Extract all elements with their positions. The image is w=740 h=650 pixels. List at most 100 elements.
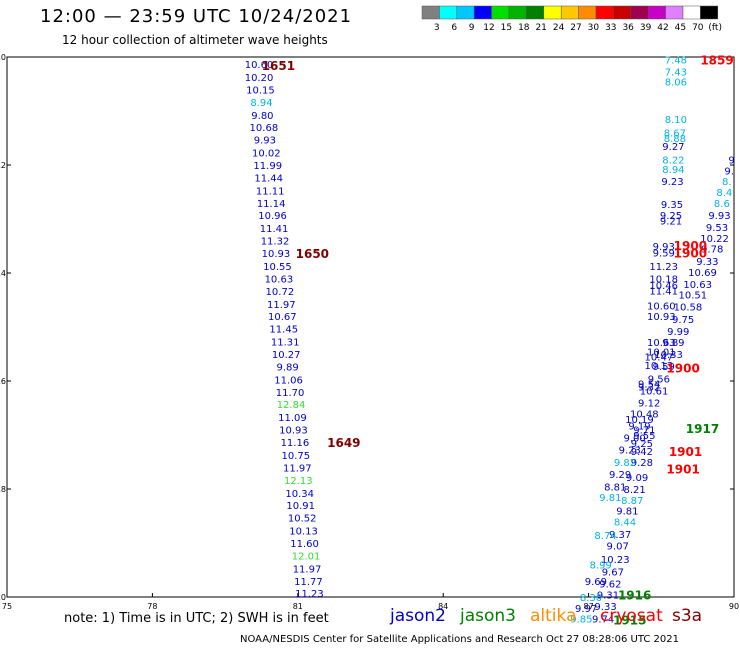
- wave-height-value: 8.94: [662, 165, 684, 176]
- wave-height-value: 8.74: [594, 531, 616, 542]
- wave-height-value: 10.96: [258, 211, 287, 222]
- wave-height-value: 9.32: [638, 382, 660, 393]
- colorbar-label: 3: [434, 23, 440, 33]
- wave-height-value: 8.44: [614, 517, 636, 528]
- wave-height-value: 9.69: [585, 577, 607, 588]
- wave-height-value: 9.81: [616, 507, 638, 518]
- wave-height-value: 10.27: [272, 350, 301, 361]
- wave-height-value: 11.23: [649, 262, 678, 273]
- colorbar-swatch: [665, 5, 684, 20]
- lon-tick-label: 75: [2, 602, 12, 611]
- wave-height-value: 9.09: [626, 473, 648, 484]
- lon-tick-label: 90: [729, 602, 739, 611]
- colorbar-label: 9: [469, 23, 475, 33]
- wave-height-value: 10.72: [266, 287, 295, 298]
- wave-height-value: 9.71: [633, 426, 655, 437]
- wave-height-value: 9.80: [251, 111, 273, 122]
- wave-height-value: 9.75: [672, 315, 694, 326]
- wave-height-value: 9.27: [662, 142, 684, 153]
- wave-height-value: 9.21: [660, 217, 682, 228]
- wave-height-value: 8.88: [664, 134, 686, 145]
- wave-height-value: 9.85: [570, 615, 592, 626]
- wave-height-value: 10.13: [289, 527, 318, 538]
- credit-line: NOAA/NESDIS Center for Satellite Applica…: [240, 634, 679, 645]
- wave-height-value: 9.23: [619, 446, 641, 457]
- lon-tick-label: 87: [584, 602, 594, 611]
- wave-height-value: 11.99: [253, 161, 282, 172]
- wave-height-value: 11.32: [261, 237, 290, 248]
- wave-height-value: 9.93: [708, 211, 730, 222]
- pass-time-label: 1915: [613, 614, 646, 628]
- wave-height-value: 9.74: [592, 615, 614, 626]
- wave-height-value: 12.84: [277, 400, 306, 411]
- wave-height-value: 9.89: [276, 362, 298, 373]
- wave-height-value: 8.10: [665, 115, 687, 126]
- colorbar-label: 21: [535, 23, 546, 33]
- wave-height-value: 10.68: [250, 123, 279, 134]
- colorbar-swatch: [543, 5, 562, 20]
- lat-tick-label: 20: [0, 593, 6, 602]
- wave-height-value: 9.78: [701, 245, 723, 256]
- satellite-legend-cryosat: cryosat: [600, 606, 663, 626]
- wave-height-value: 8.: [722, 177, 732, 188]
- lat-tick-label: 16: [0, 377, 6, 386]
- wave-height-value: 9.07: [607, 542, 629, 553]
- wave-height-value: 11.97: [283, 463, 312, 474]
- wave-height-value: 10.47: [645, 353, 674, 364]
- wave-height-value: 10.67: [268, 312, 297, 323]
- colorbar-label: 39: [640, 23, 652, 33]
- wave-height-value: 9.35: [661, 200, 683, 211]
- wave-height-value: 11.45: [269, 325, 298, 336]
- colorbar-swatch: [526, 5, 545, 20]
- wave-height-value: 9.19: [628, 421, 650, 432]
- pass-time-label: 1901: [669, 445, 702, 459]
- pass-time-label: 1651: [262, 59, 295, 73]
- wave-height-value: 7.48: [665, 56, 687, 67]
- colorbar-label: (ft): [708, 23, 722, 33]
- pass-time-label: 1917: [686, 422, 719, 436]
- wave-height-value: 10.55: [263, 262, 292, 273]
- wave-height-value: 9.99: [667, 327, 689, 338]
- pass-time-label: 1901: [666, 462, 699, 476]
- wave-height-value: 11.31: [271, 338, 300, 349]
- wave-height-value: 11.70: [276, 388, 305, 399]
- wave-height-value: 10.13: [645, 361, 674, 372]
- wave-height-value: 10.93: [647, 312, 676, 323]
- lat-tick-label: 18: [0, 485, 6, 494]
- wave-height-value: 8.6: [714, 199, 730, 210]
- wave-height-value: 8.22: [662, 156, 684, 167]
- colorbar-swatch: [473, 5, 492, 20]
- wave-height-value: 10.20: [245, 73, 274, 84]
- wave-height-value: 8.06: [665, 77, 687, 88]
- wave-height-value: 9.82: [614, 458, 636, 469]
- page-subtitle: 12 hour collection of altimeter wave hei…: [62, 33, 328, 47]
- wave-height-value: 12.13: [284, 476, 313, 487]
- wave-height-value: 11.97: [267, 300, 296, 311]
- wave-height-value: 9.28: [631, 458, 653, 469]
- satellite-legend-altika: altika: [530, 606, 577, 626]
- wave-height-value: 10.48: [630, 409, 659, 420]
- wave-height-value: 10.22: [700, 234, 729, 245]
- wave-height-value: 9.31: [597, 590, 619, 601]
- satellite-legend-jason3: jason3: [460, 606, 516, 626]
- colorbar-swatch: [456, 5, 475, 20]
- wave-height-value: 9.: [724, 166, 734, 177]
- wave-height-value: 9.33: [696, 257, 718, 268]
- wave-height-value: 10.63: [265, 274, 294, 285]
- wave-height-value: 10.02: [252, 149, 281, 160]
- colorbar-label: 18: [518, 23, 530, 33]
- colorbar-label: 12: [483, 23, 494, 33]
- colorbar-label: 70: [692, 23, 704, 33]
- pass-time-label: 1900: [666, 362, 699, 376]
- wave-height-value: 9: [728, 156, 734, 167]
- wave-height-value: 11.09: [278, 413, 307, 424]
- wave-height-value: 11.23: [295, 589, 324, 600]
- wave-height-value: 10.93: [262, 249, 291, 260]
- colorbar-swatch: [630, 5, 649, 20]
- wave-height-value: 11.44: [254, 173, 283, 184]
- wave-height-value: 8.21: [624, 485, 646, 496]
- wave-height-value: 10.23: [601, 555, 630, 566]
- colorbar-label: 15: [501, 23, 512, 33]
- colorbar-swatch: [439, 5, 458, 20]
